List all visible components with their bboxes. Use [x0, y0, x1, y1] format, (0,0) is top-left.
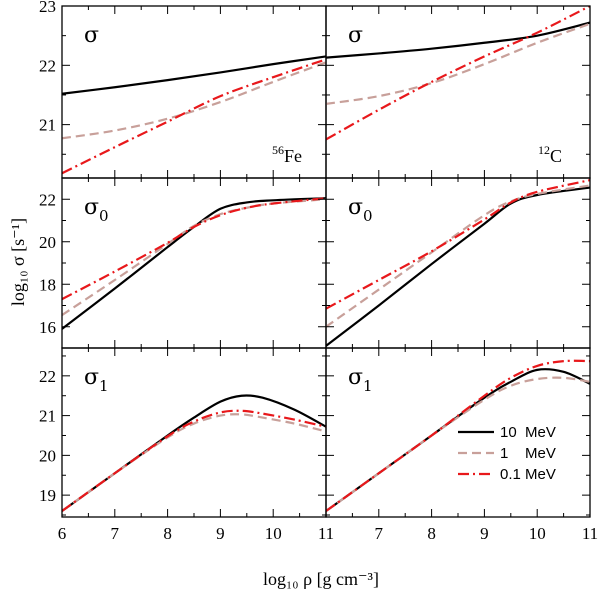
series-line-dashdot [326, 359, 590, 512]
y-tick-label: 22 [39, 190, 56, 209]
x-tick-label: 9 [216, 524, 225, 543]
series-line-dashdot [62, 409, 326, 512]
y-tick-label: 16 [39, 318, 56, 337]
x-tick-label: 8 [427, 524, 436, 543]
y-tick-label: 22 [39, 56, 56, 75]
series-line-dashed [326, 184, 590, 328]
y-tick-label: 20 [39, 233, 56, 252]
x-tick-label: 7 [375, 524, 384, 543]
x-tick-label: 10 [265, 524, 282, 543]
panel-frame [61, 347, 327, 518]
y-tick-label: 18 [39, 275, 56, 294]
panel-label: σ0 [348, 195, 373, 225]
series-line-dashed [62, 198, 326, 316]
series-line-dashdot [62, 197, 326, 301]
x-tick-label: 6 [58, 524, 67, 543]
panel-label: σ1 [84, 365, 109, 395]
series-line-solid [62, 394, 326, 512]
panel-frame [325, 177, 591, 349]
series-line-solid [326, 21, 590, 59]
legend-label: 10 MeV [500, 424, 556, 441]
legend-label: 1 MeV [500, 445, 556, 462]
y-tick-label: 23 [39, 0, 56, 16]
y-tick-label: 21 [39, 407, 56, 426]
panel-fe-sigma: 21 22 23 σ 56Fe [39, 0, 327, 179]
legend-label: 0.1 MeV [500, 466, 556, 483]
y-axis-title: log₁₀ σ [s⁻¹] [8, 218, 28, 306]
series-line-solid [62, 55, 326, 95]
series-line-dashed [62, 61, 326, 140]
series-line-dashdot [326, 179, 590, 310]
x-tick-label: 8 [163, 524, 172, 543]
y-tick-label: 22 [39, 367, 56, 386]
series-line-dashdot [62, 58, 326, 175]
x-axis-title: log₁₀ ρ [g cm⁻³] [263, 569, 379, 589]
x-tick-label: 11 [582, 524, 598, 543]
series-line-dashdot [326, 6, 590, 141]
panel-c-sigma1: 7 8 9 10 11 σ1 [325, 347, 598, 543]
panel-c-sigma0: σ0 [325, 177, 591, 349]
y-tick-label: 20 [39, 446, 56, 465]
panel-label: σ0 [84, 195, 109, 225]
panel-frame [61, 177, 327, 349]
series-line-dashed [62, 413, 326, 512]
x-tick-label: 7 [111, 524, 120, 543]
y-tick-label: 21 [39, 116, 56, 135]
panel-label: σ1 [348, 365, 373, 395]
y-tick-label: 19 [39, 486, 56, 505]
x-tick-label: 9 [480, 524, 489, 543]
series-line-solid [326, 186, 590, 347]
nucleus-label: 56Fe [272, 143, 302, 166]
series-line-solid [62, 197, 326, 330]
x-tick-label: 10 [529, 524, 546, 543]
panel-c-sigma: σ 12C [325, 5, 591, 179]
nucleus-label: 12C [538, 143, 562, 166]
panel-fe-sigma1: 6 7 8 9 10 11 19 20 21 22 σ1 [39, 347, 334, 543]
panel-fe-sigma0: 16 18 20 22 σ0 [39, 177, 327, 349]
series-line-dashed [326, 22, 590, 105]
panel-label: σ [84, 23, 99, 48]
legend: 10 MeV 1 MeV 0.1 MeV [458, 424, 556, 483]
panel-label: σ [348, 23, 363, 48]
x-tick-label: 11 [318, 524, 334, 543]
